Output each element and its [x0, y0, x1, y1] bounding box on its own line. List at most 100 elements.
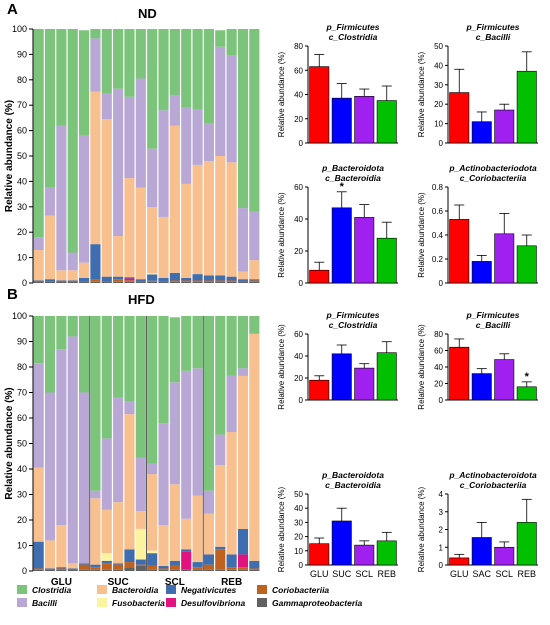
- bar-segment-fusobacteria: [135, 528, 146, 560]
- y-tick-label: 10: [294, 547, 303, 556]
- stacked-chart-a: 0 10 20 30 40 50 60 70 80 90 100 Relative abundance…: [4, 24, 260, 288]
- bar-segment-bacteroidia: [135, 187, 146, 280]
- bar-segment-bacilli: [249, 211, 260, 261]
- y-axis-label: Relative abundance (%): [277, 486, 286, 572]
- bar-segment-negativicutes: [147, 274, 158, 281]
- bar-segment-negativicutes: [215, 275, 226, 281]
- bar-segment-coriobacteriia: [226, 567, 237, 570]
- y-tick-label: 0.6: [432, 207, 444, 216]
- bar-segment-bacteroidia: [44, 215, 56, 280]
- bar-segment-coriobacteriia: [169, 565, 180, 570]
- bar-segment-clostridia: [147, 316, 158, 464]
- bar-segment-clostridia: [44, 29, 56, 188]
- y-axis-label: Relative abundance (%): [277, 324, 286, 410]
- bar-glu: [449, 92, 470, 144]
- bar-segment-bacilli: [44, 392, 56, 541]
- group-label: SCL: [165, 577, 185, 588]
- bar-segment-coriobacteriia: [226, 280, 237, 282]
- bar-segment-gammaproteobacteria: [215, 569, 226, 571]
- bar-segment-gammaproteobacteria: [203, 569, 214, 571]
- bar-segment-clostridia: [237, 29, 249, 209]
- y-tick-label: 30: [434, 81, 443, 90]
- y-tick-label: 0.8: [432, 183, 444, 192]
- bar-segment-clostridia: [192, 316, 203, 369]
- bar-scl: [494, 109, 515, 144]
- bar-segment-coriobacteriia: [215, 549, 226, 570]
- bar-segment-bacilli: [226, 55, 237, 163]
- bar-segment-bacteroidia: [147, 474, 158, 551]
- bar-segment-gammaproteobacteria: [158, 569, 169, 571]
- y-tick-label: 80: [17, 362, 27, 372]
- bar-segment-bacteroidia: [101, 119, 112, 277]
- bar-segment-clostridia: [215, 30, 226, 47]
- bar-segment-bacteroidia: [79, 262, 90, 278]
- bar-segment-gammaproteobacteria: [101, 569, 112, 571]
- bar-segment-clostridia: [101, 316, 112, 439]
- group-label: SUC: [108, 577, 129, 588]
- bar-segment-bacteroidia: [249, 260, 260, 280]
- y-tick-label: 80: [17, 75, 27, 85]
- bar-scl: [354, 217, 375, 284]
- y-tick-label: 60: [294, 330, 303, 339]
- bar-segment-clostridia: [158, 316, 169, 424]
- legend-entry-negativicutes: Negativicutes: [181, 585, 237, 595]
- bar-suc: [331, 207, 352, 284]
- chart-title-line-1: p_Actinobacteriodota: [448, 163, 537, 173]
- bar-segment-gammaproteobacteria: [226, 569, 237, 571]
- y-tick-label: 70: [17, 100, 27, 110]
- bar-segment-clostridia: [203, 316, 214, 491]
- bar-segment-negativicutes: [249, 560, 260, 569]
- chart-title-line-1: p_Actinobacteroidota: [448, 470, 537, 480]
- bar-segment-clostridia: [135, 29, 146, 79]
- y-tick-label: 30: [17, 202, 27, 212]
- bar-segment-bacilli: [181, 107, 192, 184]
- bar-segment-bacilli: [90, 38, 101, 92]
- bar-segment-gammaproteobacteria: [192, 281, 203, 283]
- group-label: GLU: [51, 577, 72, 588]
- bar-segment-gammaproteobacteria: [169, 569, 180, 571]
- panel-title-hfd: HFD: [128, 292, 155, 307]
- legend-swatch: [97, 585, 107, 594]
- bar-segment-negativicutes: [147, 553, 158, 566]
- bar-reb: [376, 352, 397, 401]
- bar-segment-negativicutes: [90, 564, 101, 568]
- chart-title-line-1: p_Bacteroidota: [321, 470, 384, 480]
- bar-segment-coriobacteriia: [147, 565, 158, 570]
- y-tick-label: 30: [17, 490, 27, 500]
- bar-segment-coriobacteriia: [192, 567, 203, 570]
- bar-segment-clostridia: [215, 316, 226, 435]
- panel-label-a: A: [7, 1, 18, 18]
- y-axis-label: Relative abundance (%): [4, 100, 15, 212]
- bar-segment-clostridia: [44, 316, 56, 393]
- bar-segment-bacilli: [215, 434, 226, 466]
- bar-segment-bacteroidia: [90, 498, 101, 565]
- bar-reb: [516, 245, 537, 284]
- bar-segment-coriobacteriia: [203, 280, 214, 282]
- bar-segment-gammaproteobacteria: [135, 565, 146, 571]
- y-tick-label: 0.4: [432, 231, 444, 240]
- bar-segment-coriobacteriia: [90, 279, 101, 282]
- bar-segment-fusobacteria: [147, 550, 158, 554]
- x-tick-label: SCL: [355, 569, 373, 579]
- bar-glu: [309, 379, 330, 401]
- y-tick-label: 60: [294, 66, 303, 75]
- bar-segment-coriobacteriia: [33, 568, 44, 570]
- bar-segment-coriobacteriia: [192, 280, 203, 282]
- bar-segment-coriobacteriia: [135, 564, 146, 566]
- legend-swatch: [257, 585, 267, 594]
- legend: Clostridia Bacteroidia Negativicutes Coriob…: [17, 585, 362, 608]
- bar-segment-clostridia: [249, 29, 260, 212]
- bar-segment-bacteroidia: [181, 183, 192, 278]
- bar-segment-negativicutes: [249, 279, 260, 281]
- bar-segment-bacilli: [124, 401, 135, 415]
- y-tick-label: 3: [439, 508, 444, 517]
- bar-segment-clostridia: [181, 316, 192, 371]
- bar-segment-bacteroidia: [113, 236, 124, 277]
- y-tick-label: 80: [434, 330, 443, 339]
- chart-title-line-1: p_Firmicutes: [466, 310, 520, 320]
